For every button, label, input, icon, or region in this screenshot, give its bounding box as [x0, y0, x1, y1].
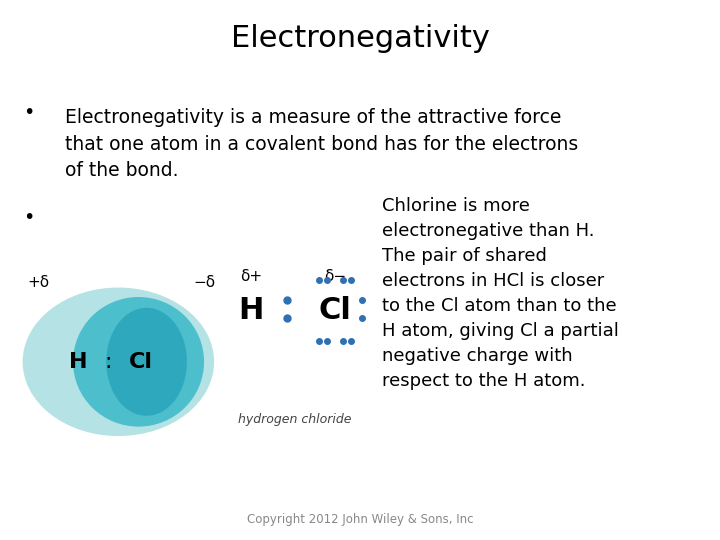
Text: Chlorine is more
electronegative than H.
The pair of shared
electrons in HCl is : Chlorine is more electronegative than H.… — [382, 197, 618, 390]
Text: +δ: +δ — [27, 275, 50, 291]
Text: H: H — [238, 296, 264, 325]
Text: •: • — [23, 103, 35, 122]
Ellipse shape — [107, 308, 187, 416]
Text: •: • — [23, 208, 35, 227]
Text: −δ: −δ — [193, 275, 215, 291]
Text: Copyright 2012 John Wiley & Sons, Inc: Copyright 2012 John Wiley & Sons, Inc — [247, 514, 473, 526]
Text: Cl: Cl — [129, 352, 153, 372]
Text: δ−: δ− — [324, 269, 346, 285]
Text: H: H — [69, 352, 87, 372]
Text: Cl: Cl — [318, 296, 351, 325]
Text: Electronegativity is a measure of the attractive force
that one atom in a covale: Electronegativity is a measure of the at… — [65, 108, 578, 180]
Text: :: : — [104, 352, 112, 372]
Ellipse shape — [22, 287, 214, 436]
Text: δ+: δ+ — [240, 269, 262, 285]
Ellipse shape — [73, 297, 204, 427]
Text: Electronegativity: Electronegativity — [230, 24, 490, 53]
Text: hydrogen chloride: hydrogen chloride — [238, 414, 352, 427]
